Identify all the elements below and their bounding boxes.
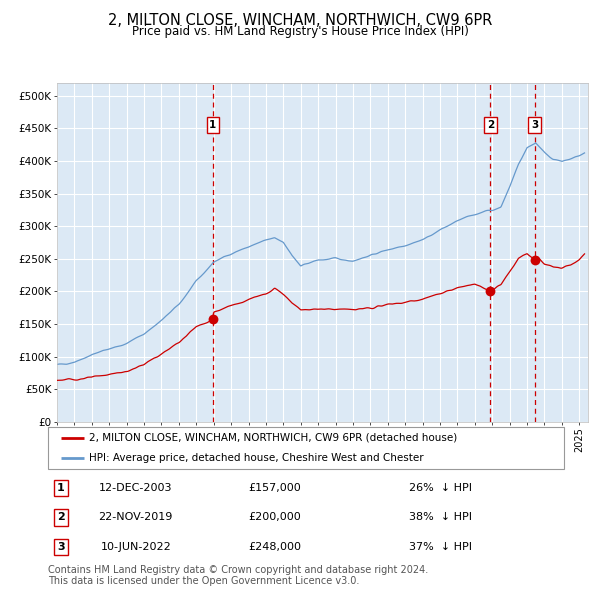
Text: 3: 3 — [57, 542, 65, 552]
Text: 12-DEC-2003: 12-DEC-2003 — [99, 483, 172, 493]
Point — [530, 255, 539, 265]
Text: 2, MILTON CLOSE, WINCHAM, NORTHWICH, CW9 6PR (detached house): 2, MILTON CLOSE, WINCHAM, NORTHWICH, CW9… — [89, 432, 458, 442]
Text: £157,000: £157,000 — [248, 483, 301, 493]
Text: 2: 2 — [487, 120, 494, 130]
Text: 2, MILTON CLOSE, WINCHAM, NORTHWICH, CW9 6PR: 2, MILTON CLOSE, WINCHAM, NORTHWICH, CW9… — [108, 13, 492, 28]
Text: 38%  ↓ HPI: 38% ↓ HPI — [409, 513, 472, 522]
Text: 22-NOV-2019: 22-NOV-2019 — [98, 513, 173, 522]
Text: 2: 2 — [57, 513, 65, 522]
Text: Price paid vs. HM Land Registry's House Price Index (HPI): Price paid vs. HM Land Registry's House … — [131, 25, 469, 38]
Text: Contains HM Land Registry data © Crown copyright and database right 2024.
This d: Contains HM Land Registry data © Crown c… — [48, 565, 428, 586]
Text: 37%  ↓ HPI: 37% ↓ HPI — [409, 542, 472, 552]
Text: £248,000: £248,000 — [248, 542, 302, 552]
Point — [485, 287, 495, 296]
Text: 26%  ↓ HPI: 26% ↓ HPI — [409, 483, 472, 493]
Text: 10-JUN-2022: 10-JUN-2022 — [100, 542, 171, 552]
Text: 1: 1 — [57, 483, 65, 493]
Text: £200,000: £200,000 — [248, 513, 301, 522]
FancyBboxPatch shape — [48, 427, 564, 469]
Text: 1: 1 — [209, 120, 217, 130]
Text: HPI: Average price, detached house, Cheshire West and Chester: HPI: Average price, detached house, Ches… — [89, 454, 424, 463]
Text: 3: 3 — [531, 120, 538, 130]
Point — [208, 314, 218, 324]
